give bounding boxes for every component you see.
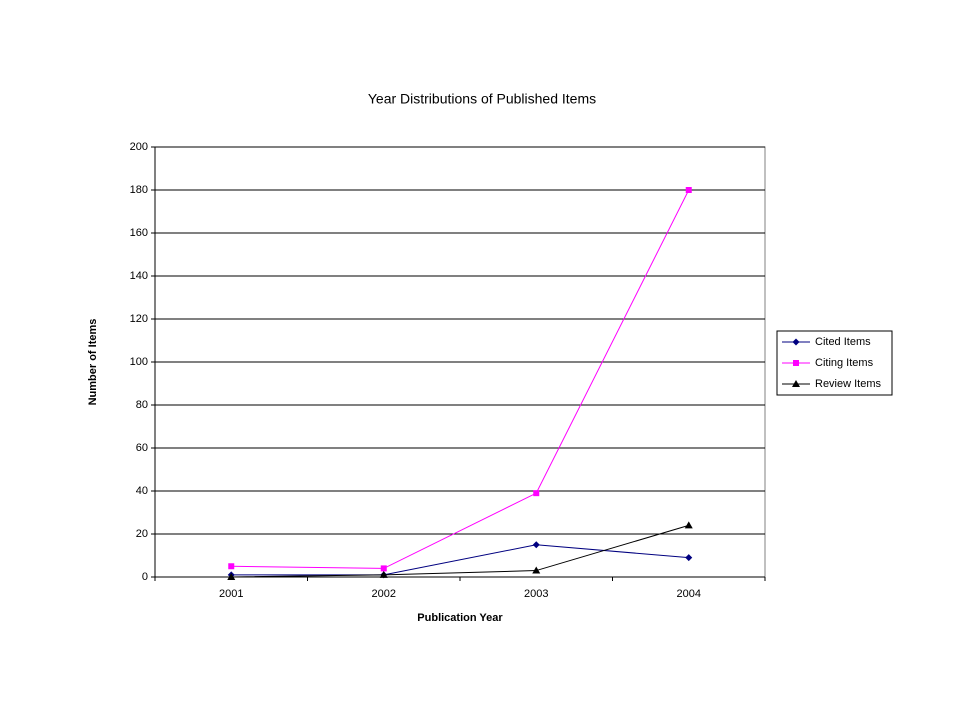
- marker: [684, 521, 693, 529]
- y-tick-label: 0: [142, 571, 148, 583]
- legend-label: Review Items: [815, 378, 882, 390]
- marker: [793, 360, 799, 366]
- legend-label: Citing Items: [815, 357, 874, 369]
- marker: [685, 554, 693, 562]
- y-tick-label: 160: [130, 227, 148, 239]
- x-tick-label: 2002: [372, 588, 396, 600]
- y-tick-label: 140: [130, 270, 148, 282]
- x-tick-label: 2003: [524, 588, 548, 600]
- series-line: [231, 189, 690, 569]
- series-line: [231, 524, 689, 578]
- y-tick-label: 60: [136, 442, 148, 454]
- x-tick-label: 2001: [219, 588, 243, 600]
- series-line: [231, 544, 689, 576]
- marker: [227, 573, 236, 580]
- marker: [532, 566, 541, 574]
- y-axis-label: Number of Items: [87, 319, 99, 406]
- marker: [533, 490, 540, 497]
- y-tick-label: 40: [136, 485, 148, 497]
- y-tick-label: 80: [136, 399, 148, 411]
- marker: [792, 380, 800, 387]
- x-tick-label: 2004: [677, 588, 701, 600]
- marker: [532, 541, 540, 549]
- marker: [379, 570, 388, 578]
- marker: [792, 338, 800, 346]
- legend-label: Cited Items: [815, 336, 871, 348]
- marker: [228, 563, 235, 570]
- x-axis-label: Publication Year: [417, 612, 503, 624]
- y-tick-label: 100: [130, 356, 148, 368]
- marker: [380, 565, 387, 572]
- chart-title: Year Distributions of Published Items: [368, 91, 596, 107]
- y-tick-label: 180: [130, 184, 148, 196]
- y-tick-label: 200: [130, 141, 148, 153]
- y-tick-label: 20: [136, 528, 148, 540]
- y-tick-label: 120: [130, 313, 148, 325]
- marker: [685, 187, 692, 193]
